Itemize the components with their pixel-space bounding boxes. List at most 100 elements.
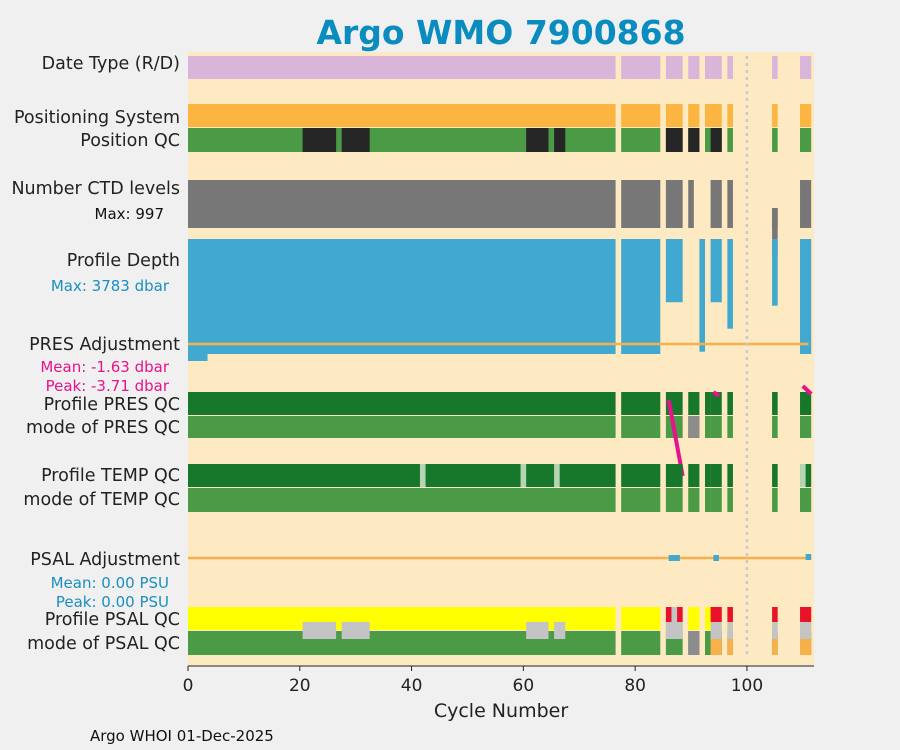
ctd-levels-bar [665, 180, 683, 228]
position-qc-bad-bar [688, 128, 700, 152]
mode-psal-qc-bar [621, 631, 661, 655]
row-label-profile-temp-qc: Profile TEMP QC [41, 466, 180, 486]
x-tick-label: 100 [731, 676, 763, 696]
profile-pres-qc-bar [727, 392, 733, 415]
profile-temp-qc-bar [705, 464, 711, 487]
date-type-bar [665, 56, 683, 79]
plot-background [188, 52, 814, 666]
profile-depth-bar [188, 353, 208, 361]
psal-adjustment-mark [668, 555, 680, 561]
profile-temp-qc-light-bar [800, 464, 806, 487]
date-type-bar [621, 56, 661, 79]
profile-depth-bar [800, 239, 812, 354]
mode-psal-qc-dark-bar [688, 631, 700, 655]
chart-title: Argo WMO 7900868 [316, 13, 685, 52]
ctd-levels-bar [688, 180, 694, 228]
profile-temp-qc-light-bar [419, 464, 426, 487]
profile-psal-qc-red-bar [800, 607, 812, 622]
mode-temp-qc-bar [688, 488, 700, 512]
ctd-levels-bar [188, 180, 616, 228]
ctd-levels-bar [800, 180, 812, 228]
profile-pres-qc-bar [688, 392, 700, 415]
mode-pres-qc-grey-bar [688, 416, 700, 438]
profile-depth-bar [621, 239, 661, 354]
mode-psal-qc-bar [188, 631, 616, 655]
profile-depth-bar [727, 239, 733, 329]
row-label-pres-adjustment: PRES Adjustment [29, 335, 180, 355]
pres-peak-annotation: Peak: -3.71 dbar [46, 377, 170, 395]
profile-psal-qc-red-bar [710, 607, 722, 622]
mode-temp-qc-bar [772, 488, 778, 512]
position-qc-bar [727, 128, 733, 152]
mode-pres-qc-bar [710, 416, 722, 438]
mode-pres-qc-bar [772, 416, 778, 438]
profile-pres-qc-bar [705, 392, 711, 415]
position-qc-bad-bar [341, 128, 370, 152]
profile-psal-qc-bar [688, 607, 700, 630]
profile-depth-bar [665, 239, 683, 303]
mode-pres-qc-bar [800, 416, 812, 438]
row-label-ctd-levels: Number CTD levels [11, 179, 180, 199]
mode-psal-qc-bar [705, 631, 711, 655]
row-label-mode-psal-qc: mode of PSAL QC [27, 634, 180, 654]
mode-psal-qc-grey-bar [526, 622, 549, 639]
mode-temp-qc-bar [705, 488, 711, 512]
position-qc-bad-bar [554, 128, 566, 152]
positioning-system-bar [710, 104, 722, 127]
mode-psal-qc-grey-bar [665, 622, 683, 639]
mode-temp-qc-bar [800, 488, 812, 512]
mode-temp-qc-bar [727, 488, 733, 512]
mode-pres-qc-bar [188, 416, 616, 438]
mode-temp-qc-bar [621, 488, 661, 512]
profile-temp-qc-bar [188, 464, 616, 487]
date-type-bar [727, 56, 733, 79]
profile-temp-qc-bar [621, 464, 661, 487]
profile-temp-qc-bar [727, 464, 733, 487]
psal-adjustment-mark [805, 554, 812, 560]
row-label-profile-pres-qc: Profile PRES QC [44, 395, 180, 415]
ctd-levels-bar [772, 208, 778, 228]
x-tick-label: 40 [401, 676, 423, 696]
positioning-system-bar [772, 104, 778, 127]
psal-peak-annotation: Peak: 0.00 PSU [56, 593, 169, 611]
mode-psal-qc-orange-bar [710, 639, 722, 655]
mode-pres-qc-bar [621, 416, 661, 438]
ctd-levels-bar [710, 180, 722, 228]
mode-pres-qc-bar [705, 416, 711, 438]
profile-depth-bar [710, 239, 722, 303]
profile-depth-bar [188, 239, 616, 354]
mode-psal-qc-grey-bar [710, 622, 722, 639]
pres-mean-annotation: Mean: -1.63 dbar [40, 358, 170, 376]
x-tick-label: 0 [183, 676, 194, 696]
position-qc-bar [188, 128, 616, 152]
profile-psal-qc-bar [705, 607, 711, 630]
profile-psal-qc-bar [621, 607, 661, 630]
profile-temp-qc-bar [665, 464, 683, 487]
date-type-bar [188, 56, 616, 79]
ctd-levels-bar [772, 208, 778, 256]
date-type-bar [772, 56, 778, 79]
position-qc-bar [705, 128, 711, 152]
date-type-bar [688, 56, 700, 79]
position-qc-bad-bar [665, 128, 683, 152]
psal-mean-annotation: Mean: 0.00 PSU [51, 574, 169, 592]
profile-psal-qc-red-bar [727, 607, 733, 622]
row-label-position-qc: Position QC [80, 131, 180, 151]
mode-psal-qc-orange-bar [727, 639, 733, 655]
profile-psal-qc-red-bar [677, 607, 683, 622]
positioning-system-bar [705, 104, 711, 127]
position-qc-bad-bar [710, 128, 722, 152]
profile-psal-qc-red-bar [772, 607, 778, 622]
positioning-system-bar [688, 104, 700, 127]
mode-pres-qc-bar [727, 416, 733, 438]
row-label-profile-depth: Profile Depth [67, 251, 180, 271]
date-type-bar [800, 56, 812, 79]
positioning-system-bar [800, 104, 812, 127]
position-qc-bar [621, 128, 661, 152]
profile-pres-qc-bar [621, 392, 661, 415]
x-axis-label: Cycle Number [434, 700, 568, 722]
ctd-max-annotation: Max: 997 [95, 205, 164, 223]
profile-temp-qc-light-bar [554, 464, 560, 487]
mode-psal-qc-orange-bar [800, 639, 812, 655]
mode-psal-qc-grey-bar [302, 622, 337, 639]
